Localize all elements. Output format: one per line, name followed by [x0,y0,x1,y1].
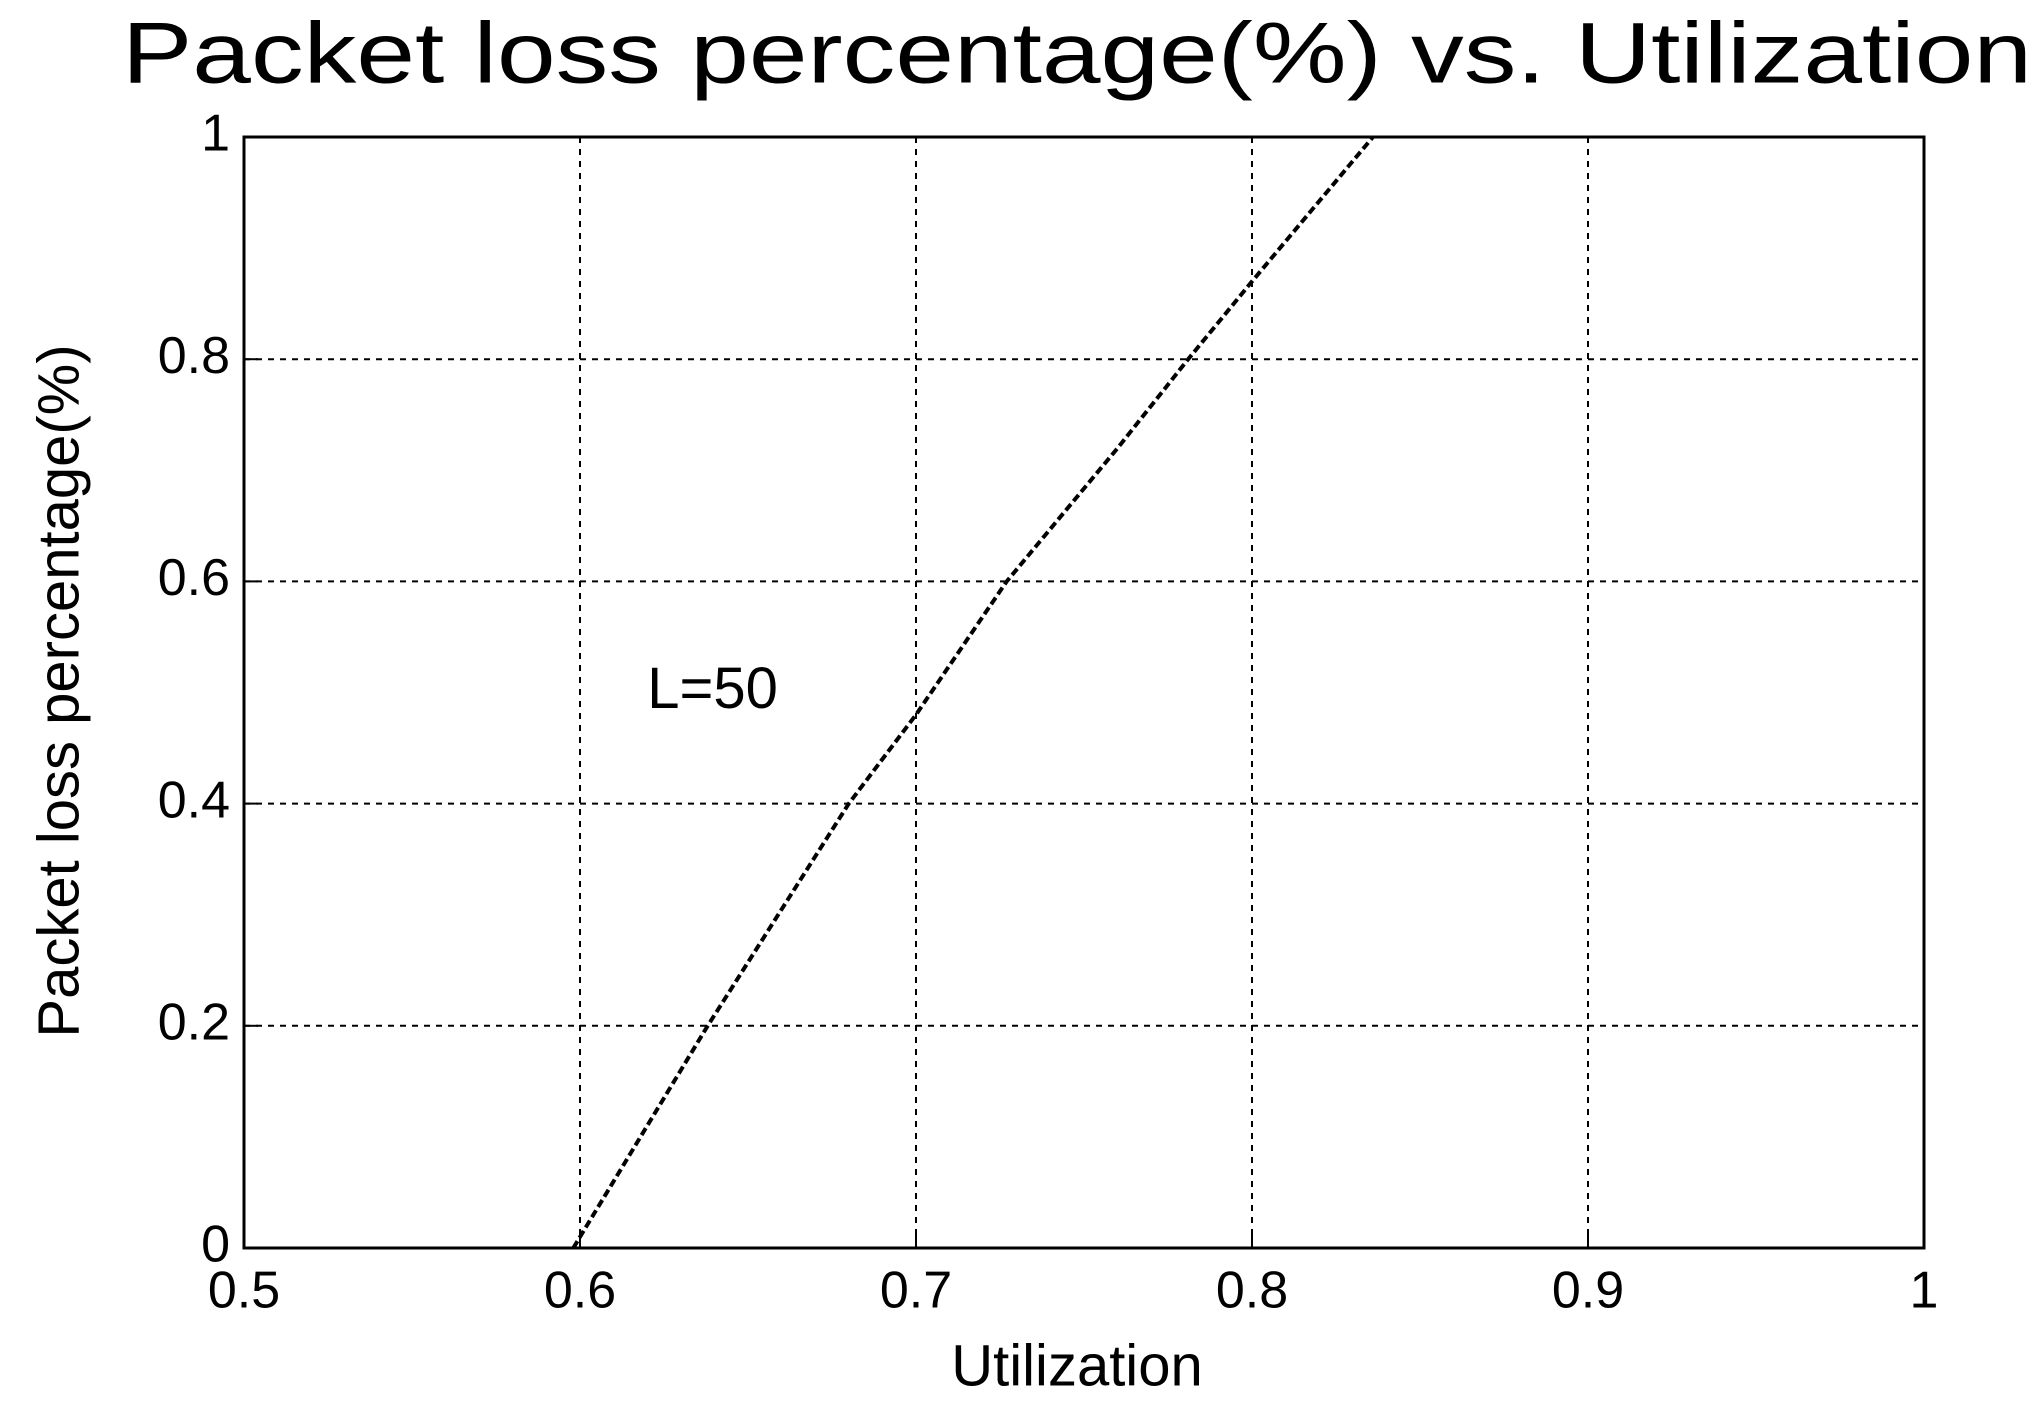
x-tick-label: 0.7 [880,1262,952,1320]
y-tick-label: 0.4 [158,771,230,829]
data-line [571,135,1375,1250]
y-tick-label: 0.8 [158,327,230,385]
y-tick-label: 0.6 [158,549,230,607]
y-tick-label: 0.2 [158,994,230,1052]
x-tick-label: 1 [1910,1262,1939,1320]
annotation: L=50 [647,656,778,721]
x-tick-label: 0.8 [1216,1262,1288,1320]
y-tick-label: 0 [201,1216,230,1274]
x-tick-label: 0.6 [544,1262,616,1320]
x-tick-label: 0.5 [208,1262,280,1320]
chart-title: Packet loss percentage(%) vs. Utilizatio… [122,6,2032,102]
x-tick-label: 0.9 [1552,1262,1624,1320]
y-axis-label: Packet loss percentage(%) [26,344,91,1037]
y-tick-label: 1 [201,105,230,163]
plot-frame [242,135,1926,1250]
x-axis-label: Utilization [951,1333,1202,1398]
